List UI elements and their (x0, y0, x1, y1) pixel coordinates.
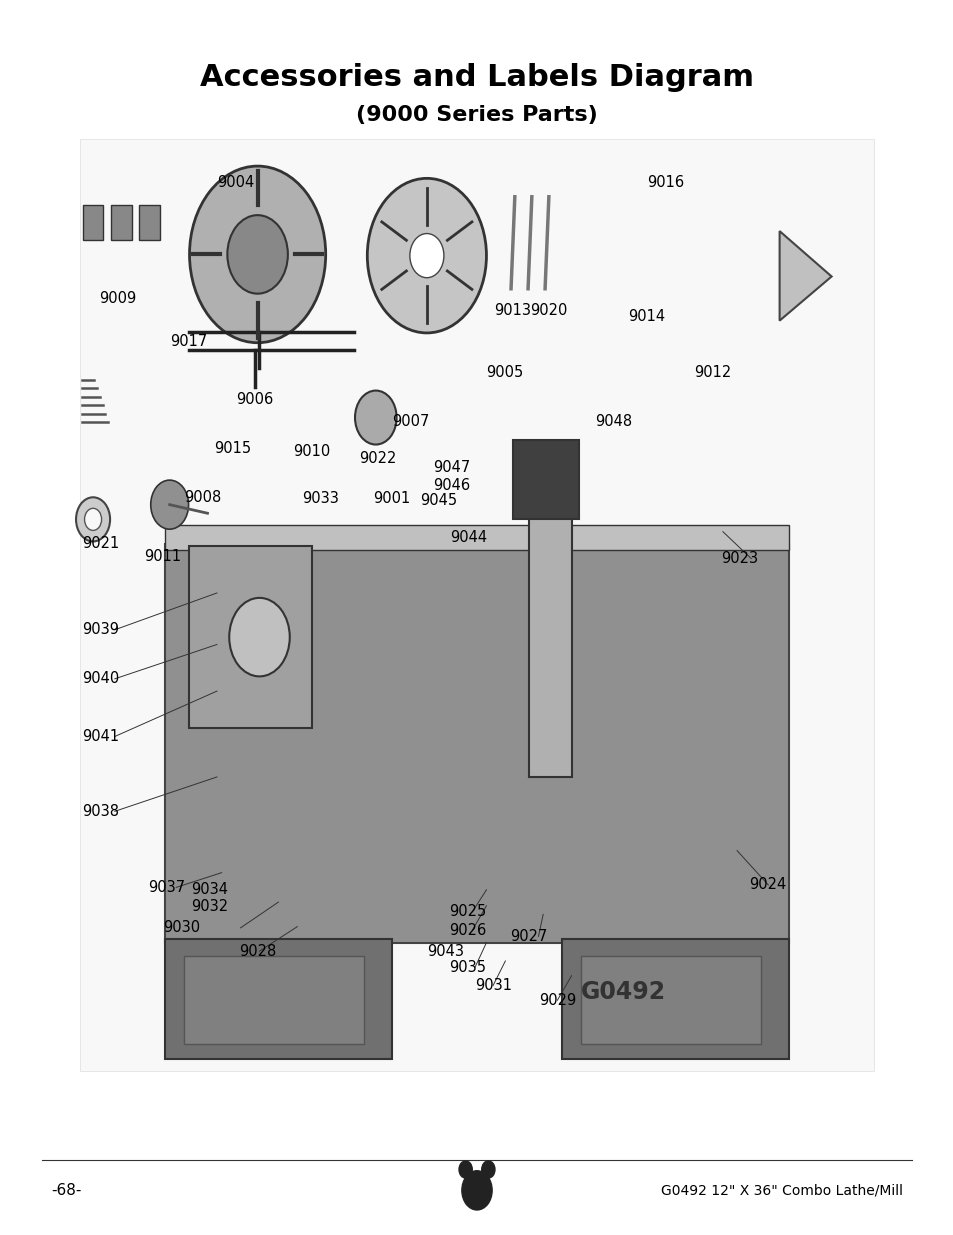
Text: 9013: 9013 (494, 304, 531, 319)
Text: -68-: -68- (51, 1183, 82, 1198)
FancyBboxPatch shape (189, 546, 312, 727)
Circle shape (410, 233, 443, 278)
FancyBboxPatch shape (513, 440, 578, 520)
Text: 9011: 9011 (144, 548, 181, 563)
Text: 9014: 9014 (628, 310, 665, 325)
Text: 9027: 9027 (510, 929, 547, 944)
Circle shape (367, 178, 486, 333)
Circle shape (229, 598, 290, 677)
Text: 9006: 9006 (235, 391, 273, 406)
Text: 9017: 9017 (170, 333, 207, 350)
Text: 9038: 9038 (82, 804, 118, 819)
Text: 9023: 9023 (720, 551, 758, 566)
Text: 9044: 9044 (450, 530, 487, 546)
FancyBboxPatch shape (165, 939, 392, 1060)
FancyBboxPatch shape (83, 205, 103, 240)
Text: G0492: G0492 (580, 979, 665, 1004)
Text: 9047: 9047 (433, 461, 470, 475)
FancyBboxPatch shape (184, 956, 363, 1045)
Text: 9022: 9022 (358, 451, 395, 466)
Text: 9012: 9012 (694, 364, 731, 379)
Text: 9001: 9001 (373, 492, 410, 506)
Text: 9030: 9030 (163, 920, 200, 935)
FancyBboxPatch shape (529, 501, 571, 777)
Circle shape (227, 215, 288, 294)
Text: 9009: 9009 (98, 291, 136, 306)
Text: 9046: 9046 (433, 478, 470, 493)
Text: 9039: 9039 (82, 622, 118, 637)
Polygon shape (779, 231, 831, 321)
Text: 9007: 9007 (392, 414, 429, 429)
Text: (9000 Series Parts): (9000 Series Parts) (355, 105, 598, 125)
Text: 9024: 9024 (748, 877, 786, 893)
Text: 9037: 9037 (148, 879, 185, 895)
Text: G0492 12" X 36" Combo Lathe/Mill: G0492 12" X 36" Combo Lathe/Mill (659, 1183, 902, 1198)
Text: 9021: 9021 (82, 536, 119, 551)
Text: 9025: 9025 (448, 904, 485, 919)
Text: 9010: 9010 (294, 445, 331, 459)
FancyBboxPatch shape (561, 939, 788, 1060)
Text: 9035: 9035 (448, 960, 485, 974)
FancyBboxPatch shape (139, 205, 160, 240)
Text: 9045: 9045 (420, 494, 456, 509)
FancyBboxPatch shape (80, 140, 873, 1072)
FancyBboxPatch shape (111, 205, 132, 240)
Text: 9026: 9026 (448, 923, 485, 937)
Text: Accessories and Labels Diagram: Accessories and Labels Diagram (200, 63, 753, 93)
Text: 9041: 9041 (82, 729, 119, 743)
Text: 9004: 9004 (216, 174, 253, 189)
Text: 9029: 9029 (538, 993, 576, 1008)
Circle shape (461, 1171, 492, 1210)
Text: 9031: 9031 (475, 978, 512, 993)
Circle shape (458, 1161, 472, 1178)
FancyBboxPatch shape (165, 526, 788, 550)
Circle shape (151, 480, 189, 529)
FancyBboxPatch shape (580, 956, 760, 1045)
Text: 9015: 9015 (213, 441, 251, 456)
Circle shape (355, 390, 396, 445)
Circle shape (190, 165, 325, 343)
Text: 9033: 9033 (302, 492, 338, 506)
Text: 9043: 9043 (426, 944, 463, 958)
Text: 9032: 9032 (192, 899, 229, 914)
Text: 9005: 9005 (486, 364, 523, 379)
Text: 9040: 9040 (82, 672, 119, 687)
Text: 9048: 9048 (595, 414, 632, 429)
Circle shape (481, 1161, 495, 1178)
FancyBboxPatch shape (165, 543, 788, 942)
Circle shape (76, 498, 110, 541)
Text: 9008: 9008 (184, 490, 221, 505)
Text: 9016: 9016 (646, 174, 683, 189)
Text: 9020: 9020 (530, 304, 567, 319)
Circle shape (85, 509, 101, 530)
Text: 9028: 9028 (238, 944, 275, 958)
Text: 9034: 9034 (192, 882, 228, 898)
